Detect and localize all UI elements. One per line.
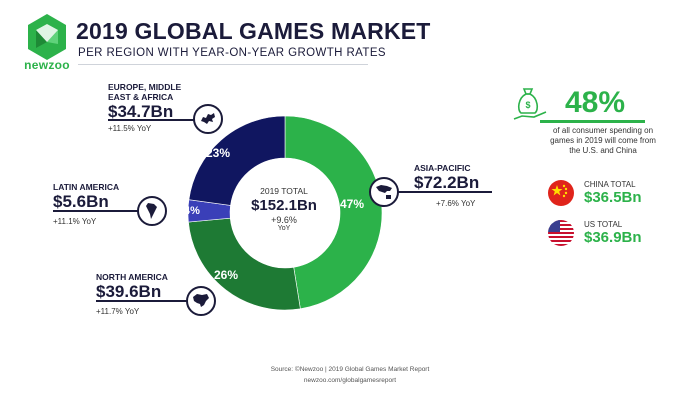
region-emea-yoy: +11.5% YoY bbox=[108, 124, 152, 133]
slice-label-asia-pacific: 47% bbox=[340, 197, 365, 211]
us-total: US TOTAL $36.9Bn bbox=[584, 220, 642, 246]
footer-url: newzoo.com/globalgamesreport bbox=[303, 377, 397, 384]
latin-america-map-icon bbox=[137, 196, 167, 226]
asia-pacific-map-icon bbox=[369, 177, 399, 207]
slice-emea bbox=[188, 115, 286, 206]
us-china-share-percent: 48% bbox=[565, 86, 626, 119]
china-total-value: $36.5Bn bbox=[584, 189, 642, 206]
page-subtitle: PER REGION WITH YEAR-ON-YEAR GROWTH RATE… bbox=[78, 47, 386, 59]
share-divider bbox=[540, 120, 645, 123]
slice-label-north-america: 26% bbox=[214, 268, 239, 282]
leader-line-latin-america bbox=[53, 210, 139, 212]
region-emea-value: $34.7Bn bbox=[108, 102, 174, 121]
center-total: 2019 TOTAL $152.1Bn +9.6% YoY bbox=[233, 186, 335, 232]
region-emea-name-line2: EAST & AFRICA bbox=[108, 92, 174, 102]
region-asia-pacific-value: $72.2Bn bbox=[414, 173, 480, 192]
us-china-share-description: of all consumer spending on games in 201… bbox=[550, 126, 656, 155]
us-total-value: $36.9Bn bbox=[584, 229, 642, 246]
region-latin-america-yoy: +11.1% YoY bbox=[53, 217, 97, 226]
china-total-label: CHINA TOTAL bbox=[584, 180, 636, 189]
leader-line-north-america bbox=[96, 300, 188, 302]
region-latin-america-name: LATIN AMERICA bbox=[53, 182, 120, 192]
region-emea-name-line1: EUROPE, MIDDLE bbox=[108, 82, 182, 92]
us-total-label: US TOTAL bbox=[584, 220, 623, 229]
europe-map-icon bbox=[193, 104, 223, 134]
page-title: 2019 GLOBAL GAMES MARKET bbox=[76, 18, 431, 44]
donut-hole bbox=[230, 158, 340, 268]
center-total-value: $152.1Bn bbox=[251, 197, 317, 214]
region-north-america: NORTH AMERICA $39.6Bn +11.7% YoY bbox=[96, 272, 168, 316]
region-north-america-name: NORTH AMERICA bbox=[96, 272, 168, 282]
region-north-america-value: $39.6Bn bbox=[96, 282, 162, 301]
region-latin-america-value: $5.6Bn bbox=[53, 192, 109, 211]
svg-text:$: $ bbox=[525, 100, 530, 110]
north-america-map-icon bbox=[186, 286, 216, 316]
footer-source: Source: ©Newzoo | 2019 Global Games Mark… bbox=[270, 366, 430, 373]
money-bag-icon: $ bbox=[513, 88, 547, 120]
slice-label-emea: 23% bbox=[206, 146, 231, 160]
us-flag-icon bbox=[548, 220, 574, 246]
region-asia-pacific-yoy: +7.6% YoY bbox=[436, 199, 476, 208]
leader-line-asia-pacific bbox=[398, 191, 492, 193]
slice-label-latin-america: 4% bbox=[184, 205, 200, 217]
newzoo-logo bbox=[28, 14, 66, 60]
brand-name: newzoo bbox=[24, 58, 70, 72]
leader-line-emea bbox=[108, 119, 196, 121]
center-total-growth: +9.6% bbox=[271, 215, 297, 225]
region-latin-america: LATIN AMERICA $5.6Bn +11.1% YoY bbox=[53, 182, 119, 226]
china-total: CHINA TOTAL $36.5Bn bbox=[584, 180, 642, 206]
region-emea: EUROPE, MIDDLE EAST & AFRICA $34.7Bn +11… bbox=[108, 82, 181, 133]
center-total-label: 2019 TOTAL bbox=[260, 186, 308, 196]
center-total-growth-unit: YoY bbox=[277, 225, 291, 232]
region-north-america-yoy: +11.7% YoY bbox=[96, 307, 140, 316]
region-asia-pacific: ASIA-PACIFIC $72.2Bn +7.6% YoY bbox=[414, 163, 479, 208]
region-asia-pacific-name: ASIA-PACIFIC bbox=[414, 163, 471, 173]
title-divider bbox=[78, 64, 368, 65]
china-flag-icon bbox=[548, 180, 574, 206]
